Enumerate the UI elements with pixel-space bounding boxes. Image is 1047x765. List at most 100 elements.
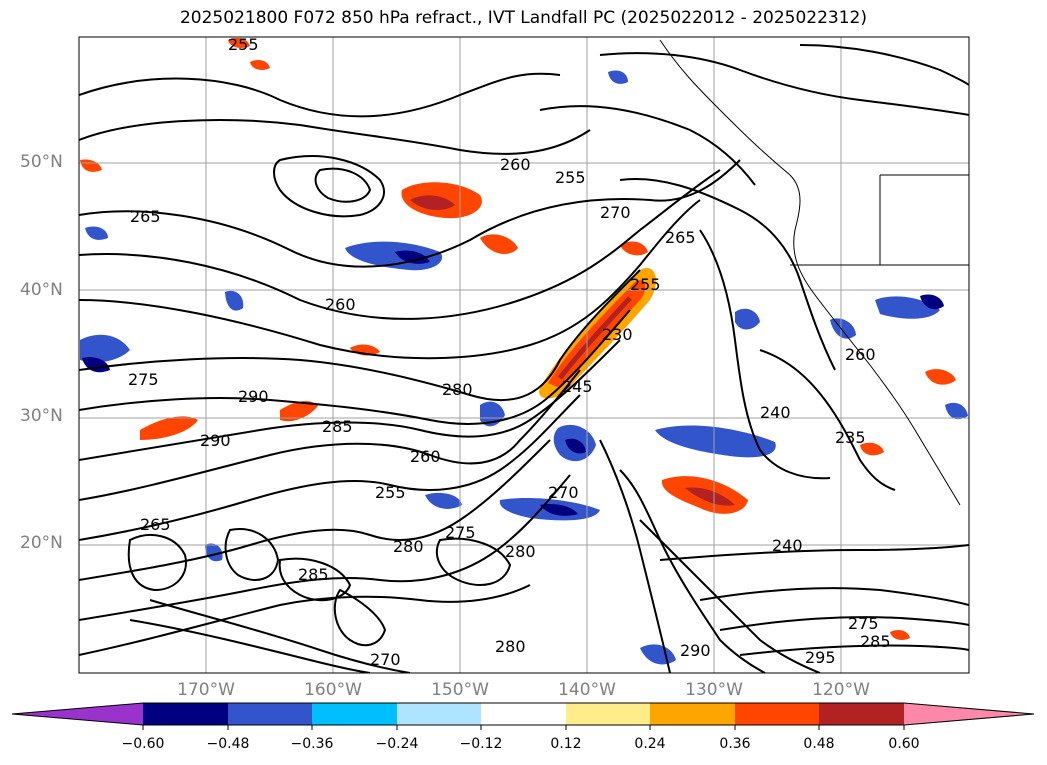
cool-coast-3 [945,402,968,420]
contour-label: 285 [860,632,891,651]
colorbar-tick-label: −0.24 [375,736,419,752]
warm-blob-mid [480,234,518,254]
lon-label-160w: 160°W [304,680,362,700]
colorbar-tick-label: 0.60 [888,736,920,752]
cool-spot-6 [205,543,223,562]
contour-label: 265 [665,228,696,247]
colorbar-bin [143,703,228,725]
cool-coast-1-core [920,294,944,310]
graticule [79,37,969,673]
colorbar [11,702,1035,730]
colorbar-extend-low [12,703,143,725]
lat-label-20n: 20°N [20,533,63,553]
cool-band-south-core [540,504,578,516]
shaded-anomalies [80,38,968,665]
warm-spot-coast [925,369,956,385]
contour-label: 240 [772,536,803,555]
contour-label: 275 [848,614,879,633]
cool-blob-mid-core [565,438,586,454]
contour-label: 265 [140,515,171,534]
colorbar-tick-label: −0.36 [290,736,334,752]
lon-label-140w: 140°W [558,680,616,700]
contours [79,44,969,673]
colorbar-bin [312,703,397,725]
map-frame [78,36,970,674]
lat-label-50n: 50°N [20,152,63,172]
warm-streak-west [140,416,198,440]
contour-label: 280 [505,542,536,561]
colorbar-bin [481,703,566,725]
contour-label: 275 [445,523,476,542]
contour-label: 290 [200,431,231,450]
colorbar-tick-label: 0.36 [719,736,751,752]
contour-label: 290 [238,387,269,406]
cool-spot-1 [425,492,462,509]
colorbar-tick-label: −0.12 [459,736,503,752]
contour-labels: 265 255 260 255 270 265 260 255 275 280 … [128,35,891,669]
warm-spot-se [890,630,910,640]
map-background [79,37,969,673]
contour-label: 255 [555,168,586,187]
warm-blob-north-core [410,195,455,211]
warm-blob-east-core [685,487,735,506]
lon-label-130w: 130°W [685,680,743,700]
contour-label: 235 [835,428,866,447]
cool-blob-north-core [395,250,430,264]
coastline [659,39,969,506]
cool-spot-5 [85,226,108,240]
contour-label: 285 [322,417,353,436]
colorbar-bin [819,703,904,725]
cool-spot-3 [735,308,760,330]
colorbar-ticks [142,725,905,730]
warm-blob-jet-north [620,241,648,256]
contour-label: 285 [298,565,329,584]
colorbar-tick-label: 0.48 [803,736,835,752]
contour-label: 255 [630,275,661,294]
colorbar-tick-label: −0.48 [206,736,250,752]
contour-label: 270 [600,203,631,222]
contour-label: 255 [375,483,406,502]
contour-label: 260 [845,345,876,364]
contour-label: 280 [442,380,473,399]
cool-spot-4 [225,290,244,311]
warm-streak-central [280,401,318,422]
contour-label: 260 [500,155,531,174]
lon-label-120w: 120°W [812,680,870,700]
contour-label: 275 [128,370,159,389]
contour-label: 240 [760,403,791,422]
colorbar-bin [735,703,819,725]
contour-label: 260 [325,295,356,314]
cool-west-1 [80,334,130,363]
colorbar-bin [228,703,312,725]
lat-label-40n: 40°N [20,280,63,300]
lon-label-150w: 150°W [431,680,489,700]
contour-label: 270 [370,650,401,669]
map-title: 2025021800 F072 850 hPa refract., IVT La… [179,8,867,28]
jet-core-peak [558,296,632,380]
cool-band-east [655,425,776,458]
lon-label-170w: 170°W [177,680,235,700]
colorbar-extend-high [904,703,1034,725]
colorbar-bin [397,703,481,725]
cool-spot-top [608,70,628,84]
colorbar-tick-label: 0.24 [634,736,666,752]
colorbar-bin [650,703,735,725]
contour-label: 255 [228,35,259,54]
contour-label: 270 [548,483,579,502]
lat-label-30n: 30°N [20,406,63,426]
contour-label: 280 [393,537,424,556]
contour-label: 265 [130,207,161,226]
contour-label: 230 [602,325,633,344]
warm-spot-coast-2 [860,442,884,456]
warm-spot-top [250,60,270,70]
contour-label: 280 [495,637,526,656]
contour-label: 260 [410,447,441,466]
contour-label: 295 [805,648,836,667]
colorbar-bin [566,703,650,725]
warm-spot-top-2 [228,38,250,48]
colorbar-tick-label: 0.12 [550,736,582,752]
contour-label: 290 [680,641,711,660]
colorbar-tick-label: −0.60 [121,736,165,752]
contour-label: 245 [562,377,593,396]
